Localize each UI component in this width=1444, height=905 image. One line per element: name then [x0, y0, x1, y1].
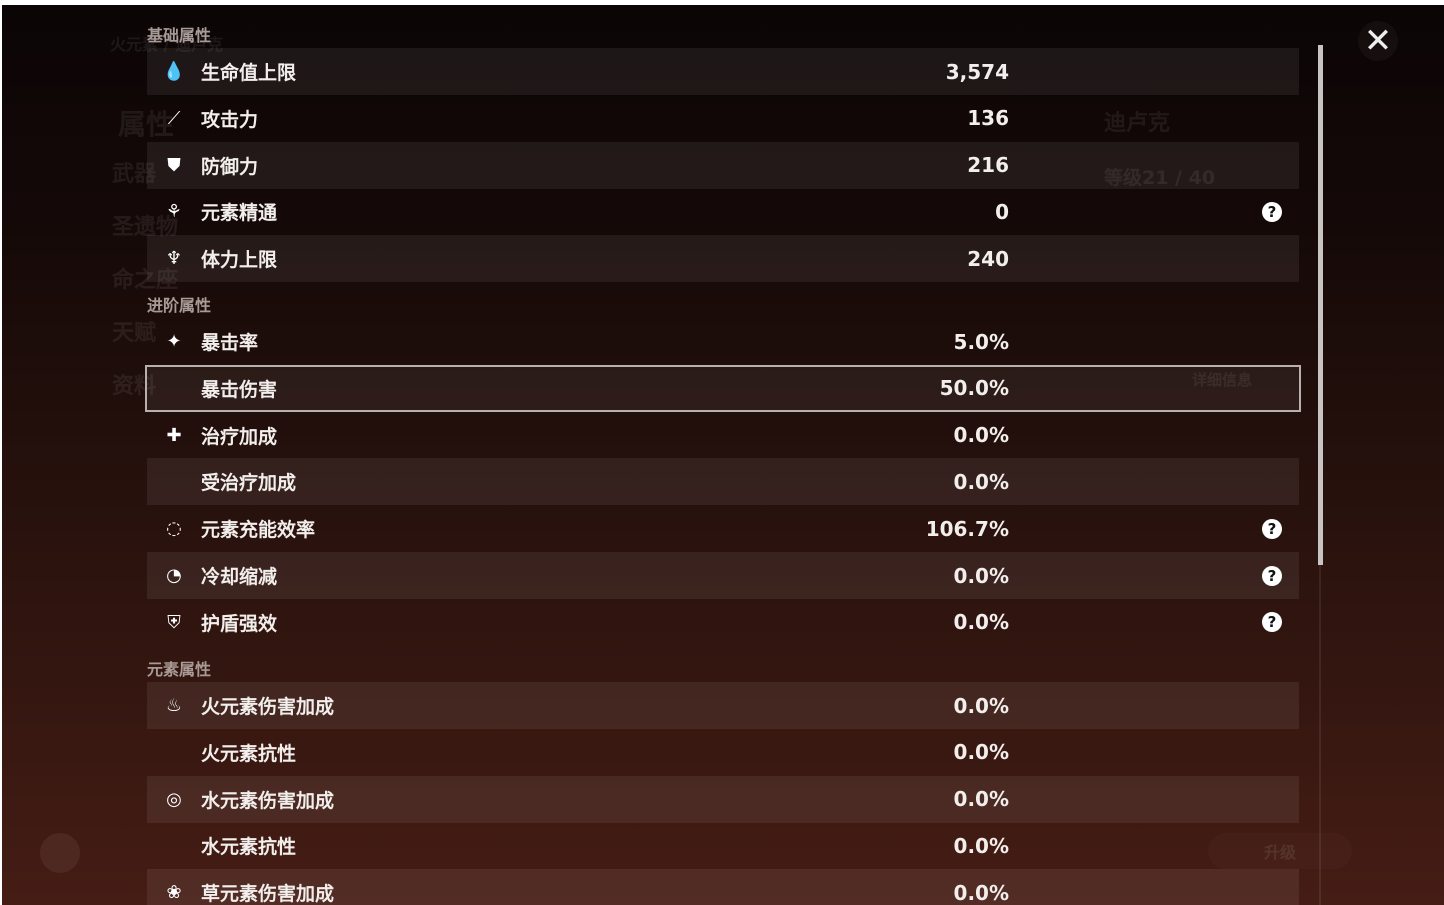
- hp-drop-icon: 💧: [162, 61, 186, 82]
- stat-value: 0.0%: [953, 740, 1009, 765]
- bg-details-button: 详细信息: [1192, 371, 1253, 389]
- bg-nav-item: 武器: [112, 162, 157, 187]
- crit-rate-icon: ✦: [166, 331, 182, 352]
- menu-grid-icon: [40, 833, 80, 873]
- stat-row[interactable]: ❀ 草元素伤害加成 0.0%: [147, 869, 1299, 905]
- stat-row[interactable]: ◔ 冷却缩减 0.0%?: [147, 552, 1299, 599]
- stat-label: 火元素伤害加成: [201, 696, 335, 718]
- healing-cross-icon: ✚: [166, 424, 182, 446]
- stat-value: 0.0%: [953, 693, 1009, 718]
- close-icon: ✕: [1363, 21, 1393, 61]
- energy-recharge-icon: ◌: [166, 518, 182, 540]
- help-icon[interactable]: ?: [1262, 201, 1282, 222]
- stat-row[interactable]: 暴击伤害 50.0%: [145, 364, 1301, 412]
- stat-label: 受治疗加成: [201, 472, 297, 495]
- stat-row[interactable]: 火元素抗性 0.0%: [147, 729, 1299, 776]
- stat-label: 防御力: [201, 155, 259, 178]
- stat-label: 暴击伤害: [201, 378, 278, 401]
- stat-value: 0.0%: [953, 423, 1009, 448]
- stat-value: 0.0%: [953, 563, 1009, 588]
- elemental-mastery-icon: ⚘: [165, 201, 183, 223]
- stat-label: 火元素抗性: [201, 742, 297, 765]
- stat-row[interactable]: ♆ 体力上限 240: [147, 235, 1299, 283]
- bg-nav-item: 属性: [118, 108, 175, 141]
- stat-value: 0.0%: [953, 833, 1009, 858]
- dendro-icon: ❀: [166, 882, 182, 904]
- stat-value: 50.0%: [939, 376, 1009, 401]
- bg-nav-item: 命之座: [112, 268, 179, 293]
- bg-level: 等级21 / 40: [1104, 167, 1216, 189]
- stat-value: 240: [967, 246, 1009, 271]
- bg-upgrade-button: 升级: [1208, 833, 1352, 869]
- stat-row[interactable]: 💧 生命值上限 3,574: [147, 48, 1299, 95]
- stat-row[interactable]: ♨ 火元素伤害加成 0.0%: [147, 682, 1299, 729]
- help-icon[interactable]: ?: [1262, 612, 1282, 633]
- section-title: 进阶属性: [147, 296, 212, 315]
- bg-nav-item: 天赋: [112, 321, 157, 346]
- stat-row[interactable]: 水元素抗性 0.0%: [147, 822, 1299, 869]
- help-icon[interactable]: ?: [1262, 518, 1282, 539]
- stat-label: 护盾强效: [201, 612, 278, 635]
- stat-row[interactable]: ⛊ 防御力 216: [147, 141, 1299, 189]
- stat-value: 0.0%: [953, 880, 1009, 905]
- defense-shield-icon: ⛊: [167, 154, 181, 176]
- close-button[interactable]: ✕: [1358, 21, 1398, 61]
- stat-value: 136: [967, 106, 1009, 131]
- bg-character-name: 迪卢克: [1104, 111, 1171, 136]
- stat-label: 元素充能效率: [201, 519, 316, 542]
- hydro-icon: ◎: [166, 788, 182, 810]
- stat-row[interactable]: 受治疗加成 0.0%: [147, 458, 1299, 506]
- stat-value: 106.7%: [925, 516, 1009, 541]
- stat-value: 3,574: [945, 59, 1009, 84]
- help-icon[interactable]: ?: [1262, 565, 1282, 586]
- bg-nav-item: 圣遗物: [112, 215, 179, 240]
- stat-row[interactable]: ⟋ 攻击力 136: [147, 95, 1299, 142]
- stat-value: 5.0%: [953, 329, 1009, 354]
- stat-row[interactable]: ✚ 治疗加成 0.0%: [147, 412, 1299, 459]
- pyro-icon: ♨: [165, 695, 183, 716]
- stat-label: 水元素伤害加成: [201, 789, 335, 812]
- stat-label: 治疗加成: [201, 425, 278, 448]
- section-title: 基础属性: [147, 26, 212, 45]
- stamina-icon: ♆: [165, 248, 183, 270]
- stat-row[interactable]: ◎ 水元素伤害加成 0.0%: [147, 775, 1299, 823]
- stat-label: 草元素伤害加成: [201, 883, 335, 905]
- section-title: 元素属性: [147, 660, 212, 679]
- bg-nav-item: 资料: [112, 374, 157, 399]
- stat-row[interactable]: ⚘ 元素精通 0?: [147, 188, 1299, 235]
- stat-value: 216: [967, 153, 1009, 178]
- stat-row[interactable]: ✦ 暴击率 5.0%: [147, 318, 1299, 365]
- stat-value: 0.0%: [953, 787, 1009, 812]
- character-stats-screen: 火元素 / 迪卢克 属性武器圣遗物命之座天赋资料 迪卢克 等级21 / 40 详…: [2, 5, 1444, 905]
- stat-label: 生命值上限: [201, 62, 297, 84]
- stat-row[interactable]: ⛨ 护盾强效 0.0%?: [147, 599, 1299, 646]
- stat-value: 0.0%: [953, 469, 1009, 494]
- scrollbar-thumb[interactable]: [1318, 45, 1323, 565]
- cooldown-icon: ◔: [166, 565, 182, 586]
- stat-value: 0.0%: [953, 610, 1009, 635]
- bg-header: 火元素 / 迪卢克: [110, 35, 223, 54]
- stat-label: 体力上限: [201, 249, 278, 272]
- stat-value: 0: [995, 199, 1009, 224]
- stat-label: 水元素抗性: [201, 836, 297, 859]
- stat-label: 暴击率: [201, 332, 259, 354]
- attack-sword-icon: ⟋: [167, 107, 181, 129]
- stat-row[interactable]: ◌ 元素充能效率 106.7%?: [147, 505, 1299, 552]
- stat-label: 攻击力: [201, 108, 259, 131]
- scrollbar-track[interactable]: [1319, 565, 1321, 905]
- shield-strength-icon: ⛨: [167, 611, 181, 633]
- stat-label: 冷却缩减: [201, 566, 278, 588]
- stat-label: 元素精通: [201, 202, 278, 225]
